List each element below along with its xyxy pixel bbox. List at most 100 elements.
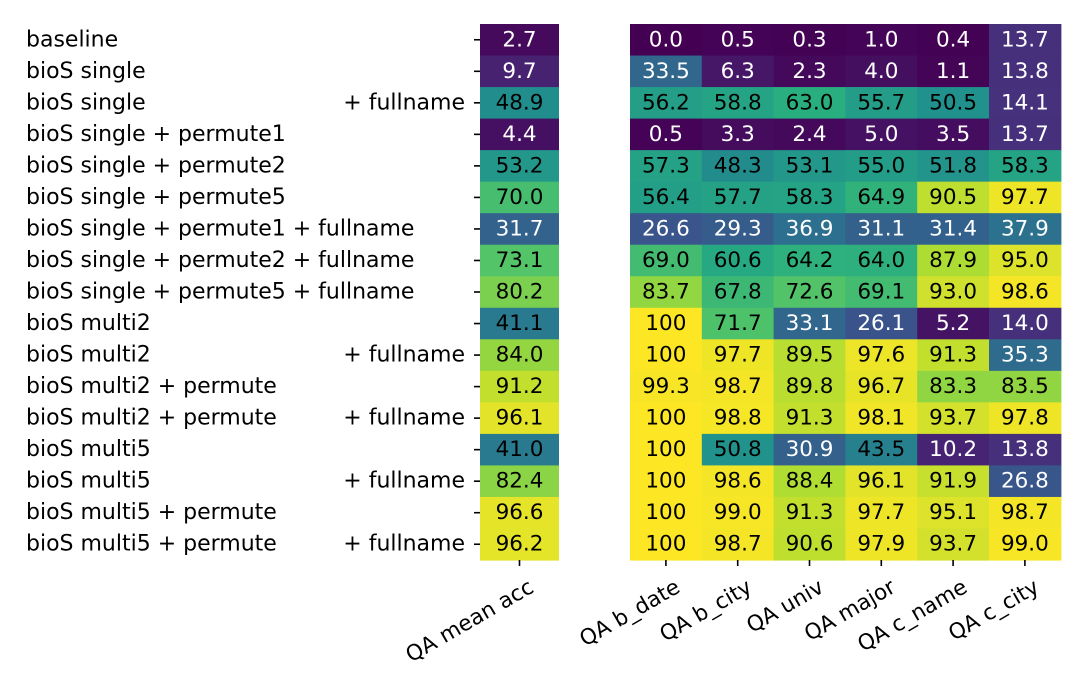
heatmap-cell [630, 496, 703, 530]
heatmap-cell [701, 307, 775, 340]
heatmap-cell-label: 4.0 [864, 59, 898, 84]
heatmap-cell-label: 83.7 [642, 280, 690, 305]
row-label: bioS single + permute1 [26, 122, 286, 147]
heatmap-cell [701, 150, 775, 183]
heatmap-cell-label: 26.8 [1001, 469, 1049, 494]
heatmap-cell [630, 433, 703, 467]
heatmap-cell [630, 150, 703, 183]
heatmap-cell-label: 93.0 [929, 280, 977, 305]
row-label-suffix: + fullname [343, 406, 465, 431]
heatmap-cell-label: 56.2 [642, 90, 690, 115]
heatmap-cell-label: 13.8 [1001, 437, 1049, 462]
heatmap-cell-label: 55.7 [857, 90, 905, 115]
heatmap-cell [773, 24, 846, 57]
row-label-suffix: + fullname [343, 532, 465, 557]
heatmap-cell [845, 496, 918, 530]
mean-cell-label: 96.2 [496, 532, 544, 557]
heatmap-cell [701, 339, 775, 372]
heatmap-cell-label: 69.1 [857, 280, 905, 305]
heatmap-cell [989, 181, 1062, 214]
heatmap-cell-label: 64.2 [786, 248, 834, 273]
heatmap-cell-label: 37.9 [1001, 216, 1049, 241]
heatmap-cell [989, 339, 1062, 372]
heatmap-cell-label: 0.5 [649, 122, 683, 147]
heatmap-cell-label: 26.1 [857, 311, 905, 336]
heatmap-cell-label: 91.3 [786, 406, 834, 431]
heatmap-cell [845, 150, 918, 183]
row-label: bioS multi2 + permute [26, 374, 277, 399]
heatmap-cell [917, 150, 990, 183]
heatmap-cell [917, 213, 990, 246]
heatmap-cell-label: 100 [645, 311, 686, 336]
mean-cell [480, 496, 559, 530]
heatmap-cell-label: 51.8 [929, 153, 977, 178]
heatmap-cell-label: 50.8 [714, 437, 762, 462]
heatmap-grid: 0.0 0.5 0.3 1.0 0.4 13.7 33.5 6.3 2.3 4.0 1.1 13.8 5… [630, 24, 1062, 561]
heatmap-cell [989, 118, 1062, 151]
heatmap-cell [701, 87, 775, 120]
heatmap-cell-label: 72.6 [786, 280, 834, 305]
mean-column: 2.7 9.7 48.9 4.4 53.2 70.0 31.7 73.1 80.2 41.1 84.… [480, 24, 559, 561]
heatmap-cell [701, 213, 775, 246]
heatmap-cell-label: 56.4 [642, 185, 690, 210]
heatmap-cell [989, 465, 1062, 498]
heatmap-cell-label: 60.6 [714, 248, 762, 273]
mean-cell [480, 276, 559, 309]
row-label: bioS multi5 + permute [26, 532, 277, 557]
heatmap-cell [917, 528, 990, 561]
heatmap-cell-label: 95.1 [929, 500, 977, 525]
heatmap-cell-label: 1.0 [864, 27, 898, 52]
heatmap-cell [701, 24, 775, 57]
heatmap-cell [917, 55, 990, 88]
heatmap-cell [701, 244, 775, 277]
mean-cell-label: 31.7 [496, 216, 544, 241]
heatmap-cell [917, 307, 990, 340]
heatmap-cell [773, 339, 846, 372]
row-label: baseline [26, 27, 118, 52]
heatmap-cell-label: 97.7 [714, 343, 762, 368]
heatmap-cell [773, 181, 846, 214]
mean-cell [480, 150, 559, 183]
heatmap-cell-label: 53.1 [786, 153, 834, 178]
heatmap-cell-label: 14.0 [1001, 311, 1049, 336]
heatmap-cell-label: 91.9 [929, 469, 977, 494]
heatmap-cell-label: 98.7 [714, 374, 762, 399]
mean-cell [480, 24, 559, 57]
heatmap-cell-label: 93.7 [929, 532, 977, 557]
heatmap-cell [773, 87, 846, 120]
heatmap-cell-label: 100 [645, 343, 686, 368]
heatmap-cell [630, 213, 703, 246]
heatmap-cell [630, 528, 703, 561]
heatmap-cell [701, 465, 775, 498]
heatmap-cell [845, 118, 918, 151]
heatmap-cell [989, 24, 1062, 57]
heatmap-cell [845, 528, 918, 561]
heatmap-cell-label: 97.8 [1001, 406, 1049, 431]
heatmap-cell [773, 465, 846, 498]
heatmap-cell-label: 98.6 [714, 469, 762, 494]
heatmap-cell-label: 100 [645, 406, 686, 431]
row-label: bioS multi5 [26, 437, 151, 462]
heatmap-cell [630, 244, 703, 277]
heatmap-cell-label: 31.4 [929, 216, 977, 241]
heatmap-cell-label: 67.8 [714, 280, 762, 305]
heatmap-cell-label: 31.1 [857, 216, 905, 241]
mean-cell [480, 118, 559, 151]
heatmap-cell [845, 402, 918, 435]
heatmap-cell [773, 528, 846, 561]
mean-cell [480, 244, 559, 277]
heatmap-cell [773, 402, 846, 435]
heatmap-cell-label: 13.7 [1001, 122, 1049, 147]
heatmap-cell [630, 181, 703, 214]
heatmap-cell [845, 465, 918, 498]
mean-cell [480, 55, 559, 88]
mean-cell-label: 41.0 [496, 437, 544, 462]
heatmap-cell [630, 465, 703, 498]
heatmap-cell [630, 307, 703, 340]
heatmap-cell-label: 43.5 [857, 437, 905, 462]
heatmap-cell [845, 213, 918, 246]
heatmap-cell [989, 402, 1062, 435]
row-label: bioS single + permute5 + fullname [26, 280, 414, 305]
